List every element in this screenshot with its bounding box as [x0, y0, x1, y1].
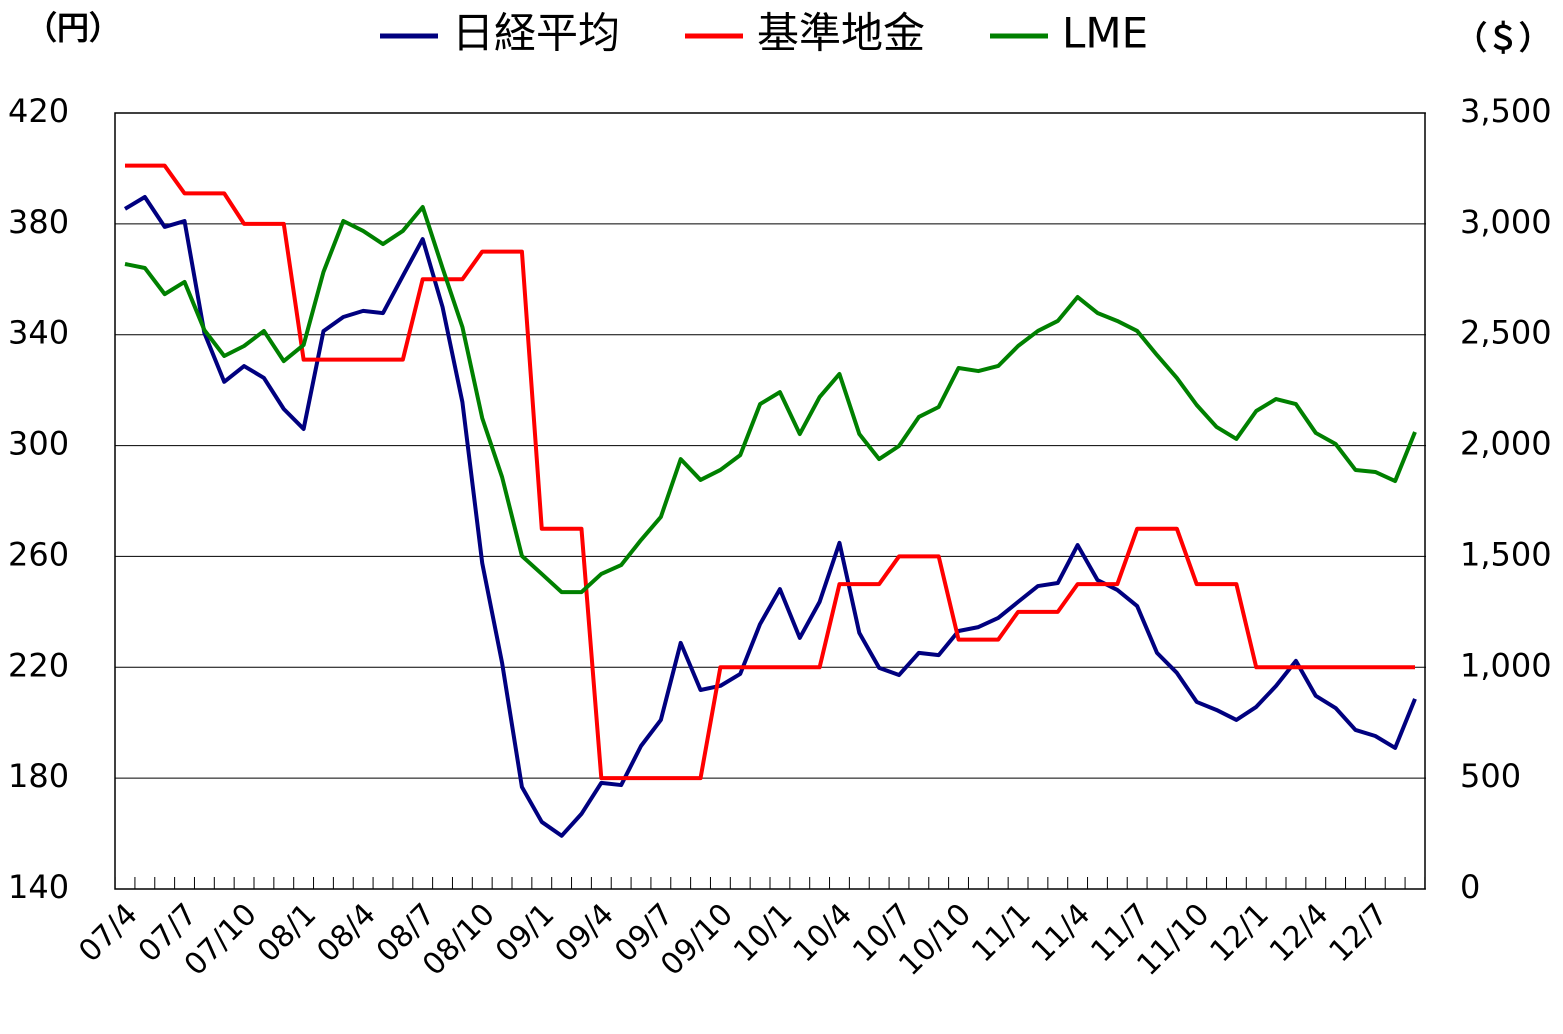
- series-line: [125, 163, 1415, 781]
- x-tick-label: 10/1: [727, 897, 799, 969]
- y-tick-label: 300: [8, 425, 69, 463]
- y2-tick-label: 0: [1460, 868, 1480, 906]
- y-tick-label: 140: [8, 868, 69, 906]
- y-tick-label: 420: [8, 92, 69, 130]
- plot-area: [114, 112, 1426, 890]
- x-tick-label: 11/1: [965, 897, 1037, 969]
- legend-label: 日経平均: [452, 9, 620, 58]
- x-tick-label: 08/1: [251, 897, 323, 969]
- y2-unit-label: （＄）: [1455, 19, 1551, 57]
- y2-tick-label: 3,000: [1460, 203, 1552, 241]
- y-tick-label: 380: [8, 203, 69, 241]
- x-tick-label: 09/1: [489, 897, 561, 969]
- series-line: [124, 205, 1417, 595]
- y-tick-label: 180: [8, 757, 69, 795]
- legend-label: 基準地金: [757, 9, 925, 58]
- x-tick-label: 11/4: [1025, 897, 1097, 969]
- y2-tick-label: 500: [1460, 757, 1521, 795]
- y-tick-label: 340: [8, 314, 69, 352]
- y2-tick-label: 2,000: [1460, 425, 1552, 463]
- y2-tick-label: 1,500: [1460, 535, 1552, 573]
- y2-tick-label: 2,500: [1460, 314, 1552, 352]
- y2-tick-label: 3,500: [1460, 92, 1552, 130]
- y-tick-label: 260: [8, 535, 69, 573]
- x-tick-label: 09/4: [549, 897, 621, 969]
- y-tick-label: 220: [8, 646, 69, 684]
- series-line: [123, 194, 1417, 838]
- legend-label: LME: [1062, 9, 1148, 58]
- x-tick-label: 07/4: [72, 897, 144, 969]
- x-tick-label: 12/7: [1323, 897, 1395, 969]
- x-tick-label: 08/4: [310, 897, 382, 969]
- x-tick-label: 12/1: [1204, 897, 1276, 969]
- x-tick-label: 12/4: [1263, 897, 1335, 969]
- y-unit-label: （円）: [25, 9, 121, 47]
- x-tick-label: 10/4: [787, 897, 859, 969]
- y2-tick-label: 1,000: [1460, 646, 1552, 684]
